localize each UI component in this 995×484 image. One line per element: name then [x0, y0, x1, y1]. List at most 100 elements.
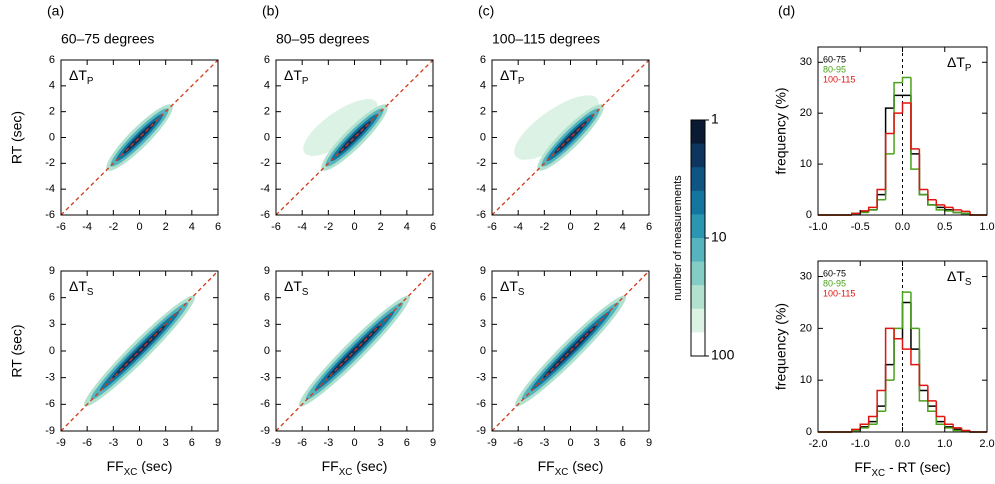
- y-tick-label: -6: [260, 398, 270, 410]
- x-axis-label: FFXC (sec): [322, 458, 388, 478]
- x-axis-label-part: (sec): [137, 458, 172, 474]
- colorbar-swatch: [691, 143, 705, 168]
- histogram-step: [876, 193, 886, 210]
- panel-letter: (d): [778, 3, 795, 19]
- panel-label-part: ΔT: [947, 54, 965, 70]
- x-tick-label: -6: [487, 221, 497, 233]
- histogram-step: [910, 292, 920, 330]
- panel-label-sub: S: [87, 287, 94, 298]
- histogram-step: [910, 95, 920, 155]
- histogram-step: [918, 153, 928, 196]
- histogram-step: [851, 212, 861, 215]
- histogram-step: [893, 94, 903, 109]
- x-tick-label: 1.0: [937, 438, 952, 450]
- histogram-step: [918, 349, 928, 392]
- x-tick-label: 0: [351, 221, 357, 233]
- colorbar-swatch: [691, 261, 705, 286]
- x-tick-label: 0: [567, 221, 573, 233]
- y-tick-label: 6: [480, 54, 486, 66]
- x-axis-label-part: (sec): [352, 458, 387, 474]
- x-tick-label: 2: [594, 221, 600, 233]
- panel-label-sub: P: [302, 76, 309, 87]
- density-cloud: [303, 99, 378, 156]
- y-tick-label: -9: [476, 425, 486, 437]
- y-tick-label: -3: [45, 372, 55, 384]
- y-tick-label: 0: [806, 426, 812, 438]
- panel: -9 -6 -3 0 3 6 9 -9 -6 -3 0 3 6 9: [260, 265, 436, 449]
- x-tick-label: -4: [82, 221, 92, 233]
- density-cloud: [514, 95, 599, 160]
- panel-label-part: ΔT: [500, 278, 518, 294]
- histogram-step: [952, 424, 962, 429]
- histogram-step: [935, 400, 945, 418]
- y-tick-label: -4: [476, 183, 486, 195]
- colorbar-swatch: [691, 167, 705, 192]
- histogram-step: [901, 291, 911, 329]
- histogram-step: [944, 416, 954, 425]
- panel-label: ΔTS: [69, 278, 94, 298]
- one-to-one-line: [275, 59, 434, 216]
- panel-label-part: ΔT: [284, 278, 302, 294]
- legend-entry: 100-115: [823, 288, 855, 298]
- x-tick-label: 2: [378, 221, 384, 233]
- histogram-step: [884, 327, 895, 391]
- histogram-step: [910, 77, 920, 170]
- y-tick-label: 4: [264, 80, 270, 92]
- y-tick-label: -6: [45, 209, 55, 221]
- x-tick-label: -4: [513, 221, 523, 233]
- y-tick-label: 20: [800, 107, 812, 119]
- histogram-step: [952, 427, 962, 432]
- y-tick-label: 0: [480, 131, 486, 143]
- x-tick-label: 0.0: [895, 221, 910, 233]
- histogram-step: [918, 169, 928, 196]
- panel-label: ΔTP: [284, 67, 309, 87]
- legend-entry: 60-75: [823, 54, 846, 64]
- x-tick-label: -9: [487, 437, 497, 449]
- histogram-step: [876, 405, 886, 422]
- panel-label: ΔTP: [947, 54, 972, 74]
- x-axis-label-sub: XC: [339, 467, 353, 478]
- histogram-step: [867, 206, 878, 211]
- histogram-step: [969, 211, 979, 216]
- x-tick-label: 6: [189, 437, 195, 449]
- x-axis-label-part: FF: [538, 458, 555, 474]
- x-tick-label: 0: [351, 437, 357, 449]
- panel-title: 60–75 degrees: [61, 31, 154, 47]
- x-tick-label: 6: [404, 437, 410, 449]
- x-axis-label-part: FF: [322, 458, 339, 474]
- panel-label-part: ΔT: [284, 67, 302, 83]
- x-tick-label: 4: [404, 221, 410, 233]
- panel-title: 100–115 degrees: [492, 31, 600, 47]
- histogram-step: [884, 107, 895, 195]
- x-axis-label-sub: XC: [124, 467, 138, 478]
- x-axis-label-part: (sec): [568, 458, 603, 474]
- histogram-step: [901, 76, 911, 83]
- x-tick-label: 2.0: [979, 438, 994, 450]
- histogram-step: [901, 102, 911, 114]
- x-axis-label: FFXC (sec): [107, 458, 173, 478]
- x-tick-label: -4: [297, 221, 307, 233]
- histogram-step: [859, 427, 869, 431]
- y-tick-label: -3: [260, 372, 270, 384]
- panel-label: ΔTP: [69, 67, 94, 87]
- histogram-step: [851, 428, 861, 432]
- y-tick-label: -4: [45, 183, 55, 195]
- histogram-step: [876, 188, 886, 208]
- y-tick-label: 2: [264, 106, 270, 118]
- x-tick-label: -9: [271, 437, 281, 449]
- colorbar-swatch: [691, 332, 705, 357]
- histogram-step: [918, 148, 928, 191]
- histogram-step: [867, 209, 878, 213]
- y-axis-label: RT (sec): [9, 324, 25, 377]
- y-tick-label: 6: [264, 54, 270, 66]
- x-tick-label: 9: [430, 437, 436, 449]
- histogram-step: [884, 379, 895, 412]
- y-tick-label: 6: [264, 292, 270, 304]
- histogram-step: [876, 389, 886, 417]
- histogram-step: [867, 415, 878, 425]
- histogram-step: [893, 328, 903, 340]
- x-tick-label: 0.0: [895, 438, 910, 450]
- panel-label-part: ΔT: [500, 67, 518, 83]
- panel-label: ΔTS: [500, 278, 525, 298]
